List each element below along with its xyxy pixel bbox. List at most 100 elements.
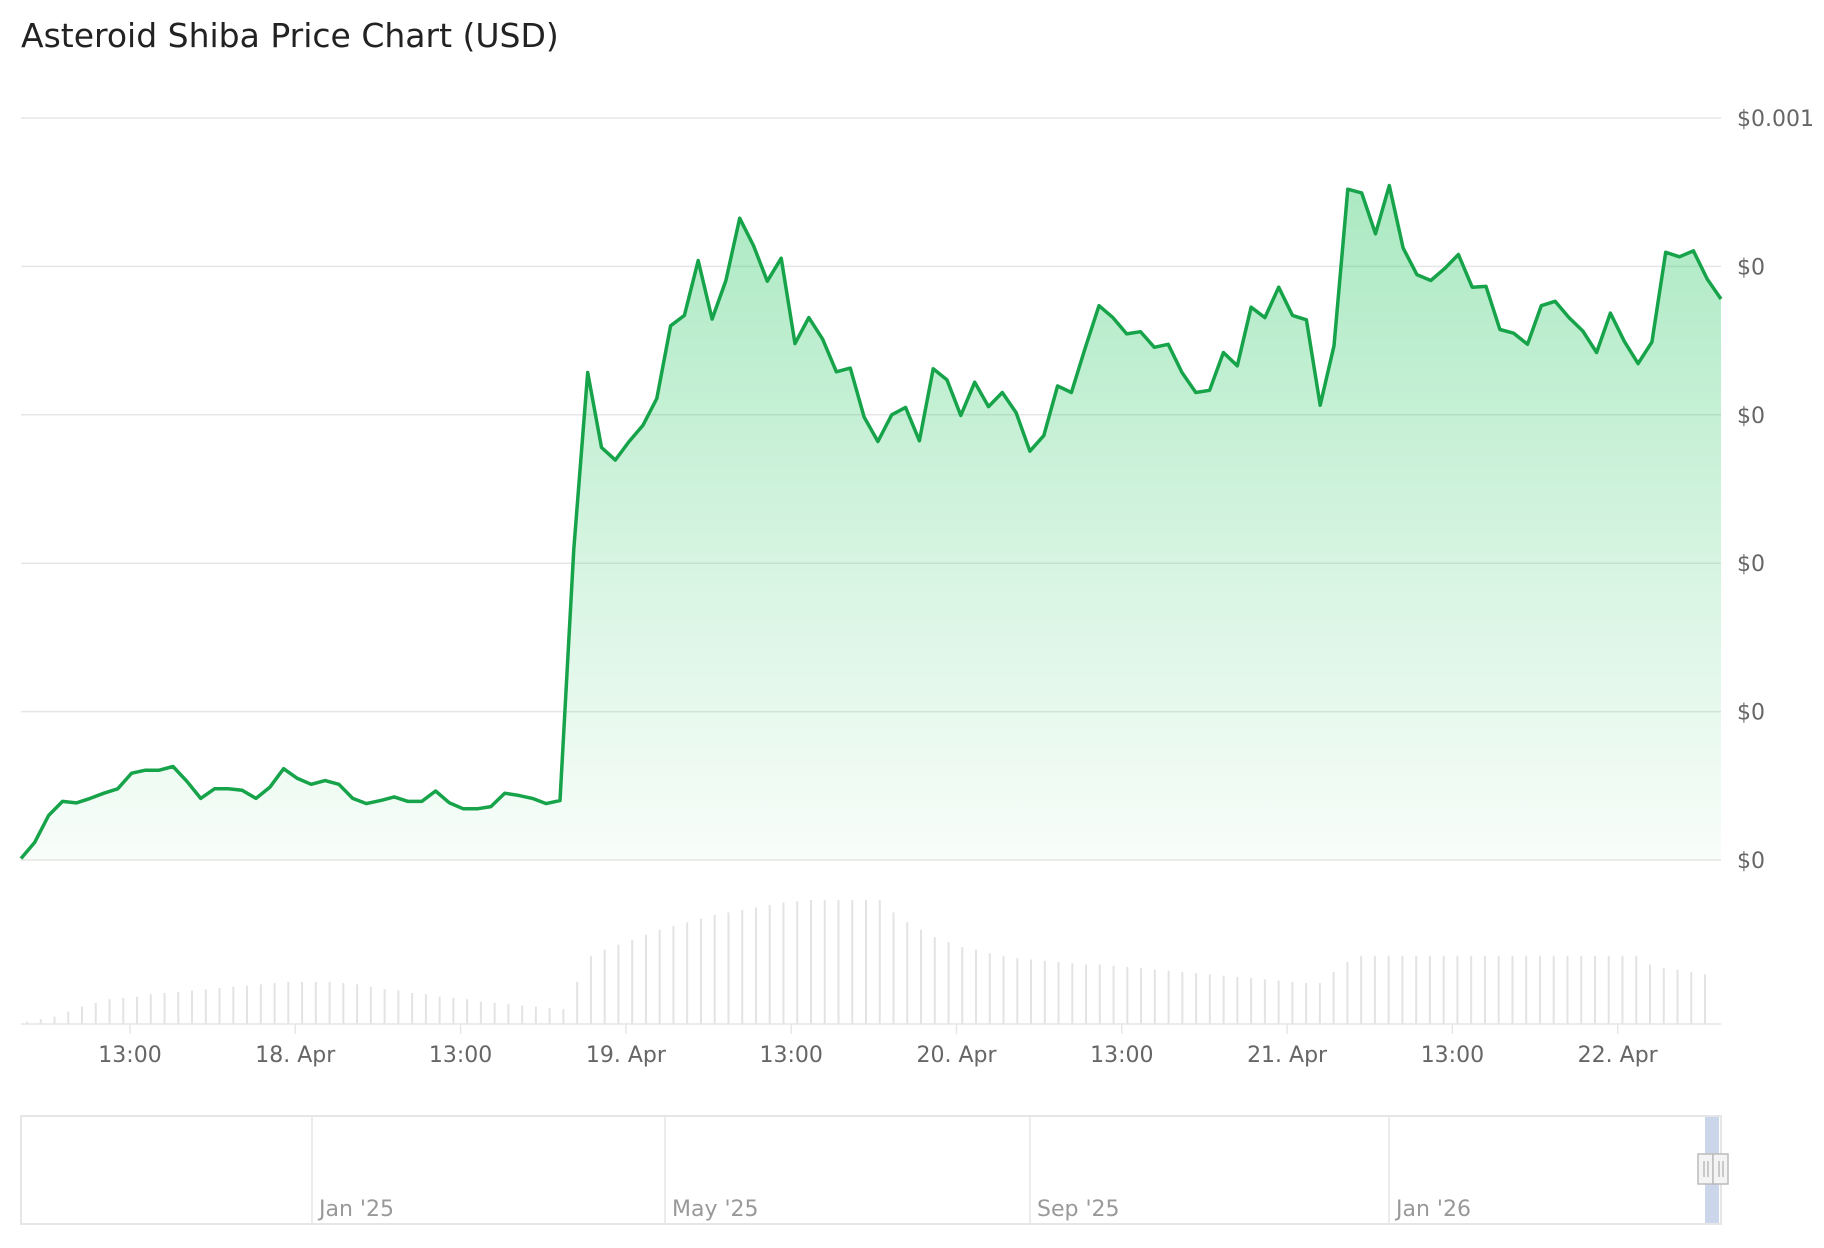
volume-bar <box>961 947 964 1024</box>
volume-bar <box>933 937 936 1024</box>
volume-bar <box>26 1021 28 1024</box>
volume-bar <box>1043 960 1046 1024</box>
volume-bar <box>232 986 235 1024</box>
volume-bar <box>466 999 469 1024</box>
y-tick-label: $0 <box>1737 701 1765 726</box>
volume-bar <box>39 1019 42 1024</box>
volume-bar <box>246 985 249 1024</box>
volume-bar <box>906 922 909 1024</box>
volume-bar <box>1470 955 1473 1024</box>
volume-bar <box>851 900 854 1024</box>
volume-bar <box>713 914 716 1024</box>
navigator: Jan '25 May '25 Sep '25 Jan '26 <box>20 1115 1729 1225</box>
volume-bar <box>562 1009 565 1024</box>
navigator-label: Sep '25 <box>1037 1197 1120 1222</box>
volume-bar <box>424 994 427 1024</box>
volume-bar <box>136 996 139 1024</box>
volume-bar <box>1483 955 1486 1024</box>
volume-bar <box>1332 971 1335 1024</box>
volume-bar <box>754 907 757 1024</box>
x-tick-label: 21. Apr <box>1247 1043 1328 1068</box>
volume-bar <box>1635 955 1638 1024</box>
volume-bar <box>1318 983 1321 1024</box>
volume-bar <box>397 990 400 1024</box>
volume-bar <box>1126 966 1129 1024</box>
volume-bar <box>452 997 455 1024</box>
volume-bar <box>94 1002 97 1024</box>
x-tick-label: 13:00 <box>759 1043 822 1068</box>
volume-bar <box>1525 955 1528 1024</box>
navigator-label: Jan '25 <box>317 1197 394 1222</box>
volume-bar <box>1181 971 1184 1024</box>
volume-bar <box>644 934 647 1024</box>
volume-bar <box>1566 955 1569 1024</box>
volume-bar <box>1593 955 1596 1024</box>
navigator-handle[interactable] <box>1697 1153 1729 1185</box>
volume-bar <box>1456 955 1459 1024</box>
volume-bar <box>796 901 799 1024</box>
volume-bar <box>576 981 579 1024</box>
volume-bar <box>1373 955 1376 1024</box>
volume-bar <box>521 1005 524 1024</box>
x-tick-label: 18. Apr <box>255 1043 336 1068</box>
price-line <box>19 183 1723 860</box>
volume-bar <box>865 900 867 1024</box>
volume-bar <box>947 942 950 1024</box>
volume-bar <box>892 912 895 1024</box>
volume-bar <box>53 1016 56 1024</box>
volume-bar <box>438 996 441 1024</box>
volume-bar <box>658 929 661 1024</box>
volume-bar <box>301 981 304 1024</box>
volume-bar <box>631 939 634 1024</box>
volume-bar <box>1387 955 1390 1024</box>
navigator-handle-left[interactable] <box>1697 1153 1714 1185</box>
volume-bar <box>369 986 372 1024</box>
volume-bar <box>1153 969 1156 1024</box>
navigator-handle-right[interactable] <box>1712 1153 1729 1185</box>
volume-bar <box>837 900 840 1024</box>
volume-bar <box>741 909 744 1024</box>
volume-bar <box>81 1006 84 1024</box>
volume-bar <box>493 1002 496 1024</box>
volume-bar <box>1415 955 1418 1024</box>
volume-bar <box>507 1004 510 1024</box>
volume-bar <box>191 990 194 1024</box>
volume-bar <box>1140 968 1143 1024</box>
volume-bar <box>1676 969 1679 1024</box>
volume-bar <box>1250 978 1253 1024</box>
x-tick-label: 13:00 <box>429 1043 492 1068</box>
chart-title: Asteroid Shiba Price Chart (USD) <box>21 16 559 55</box>
volume-bar <box>67 1011 70 1024</box>
volume-bar <box>383 989 386 1024</box>
volume-bar <box>1085 964 1088 1024</box>
volume-bar <box>1442 955 1445 1024</box>
y-tick-label: $0 <box>1737 849 1765 874</box>
volume-bar <box>699 918 702 1024</box>
volume-bar <box>342 983 345 1024</box>
volume-bar <box>988 953 991 1024</box>
volume-bar <box>1016 958 1019 1024</box>
volume-bar <box>356 984 359 1024</box>
x-axis-labels: 13:00 18. Apr 13:00 19. Apr 13:00 20. Apr 13:0… <box>98 1024 1659 1068</box>
volume-bar <box>1346 962 1349 1024</box>
volume-bar <box>1071 963 1074 1024</box>
volume-bar <box>548 1007 551 1024</box>
volume-bar <box>314 981 317 1024</box>
volume-bar <box>617 944 620 1024</box>
volume-bar <box>328 981 331 1024</box>
volume-bar <box>1360 955 1363 1024</box>
volume-bar <box>727 912 730 1024</box>
navigator-label: Jan '26 <box>1394 1197 1471 1222</box>
volume-bar <box>1098 964 1101 1024</box>
volume-bar <box>149 994 152 1024</box>
volume-bar <box>1607 955 1610 1024</box>
x-tick-label: 13:00 <box>1090 1043 1153 1068</box>
volume-bar <box>1277 980 1280 1024</box>
volume-bar <box>1057 962 1060 1024</box>
volume-bar <box>1690 971 1693 1024</box>
volume-bar <box>920 929 923 1024</box>
volume-bar <box>1580 955 1583 1024</box>
volume-bar <box>878 900 881 1024</box>
volume-bar <box>1662 968 1665 1024</box>
